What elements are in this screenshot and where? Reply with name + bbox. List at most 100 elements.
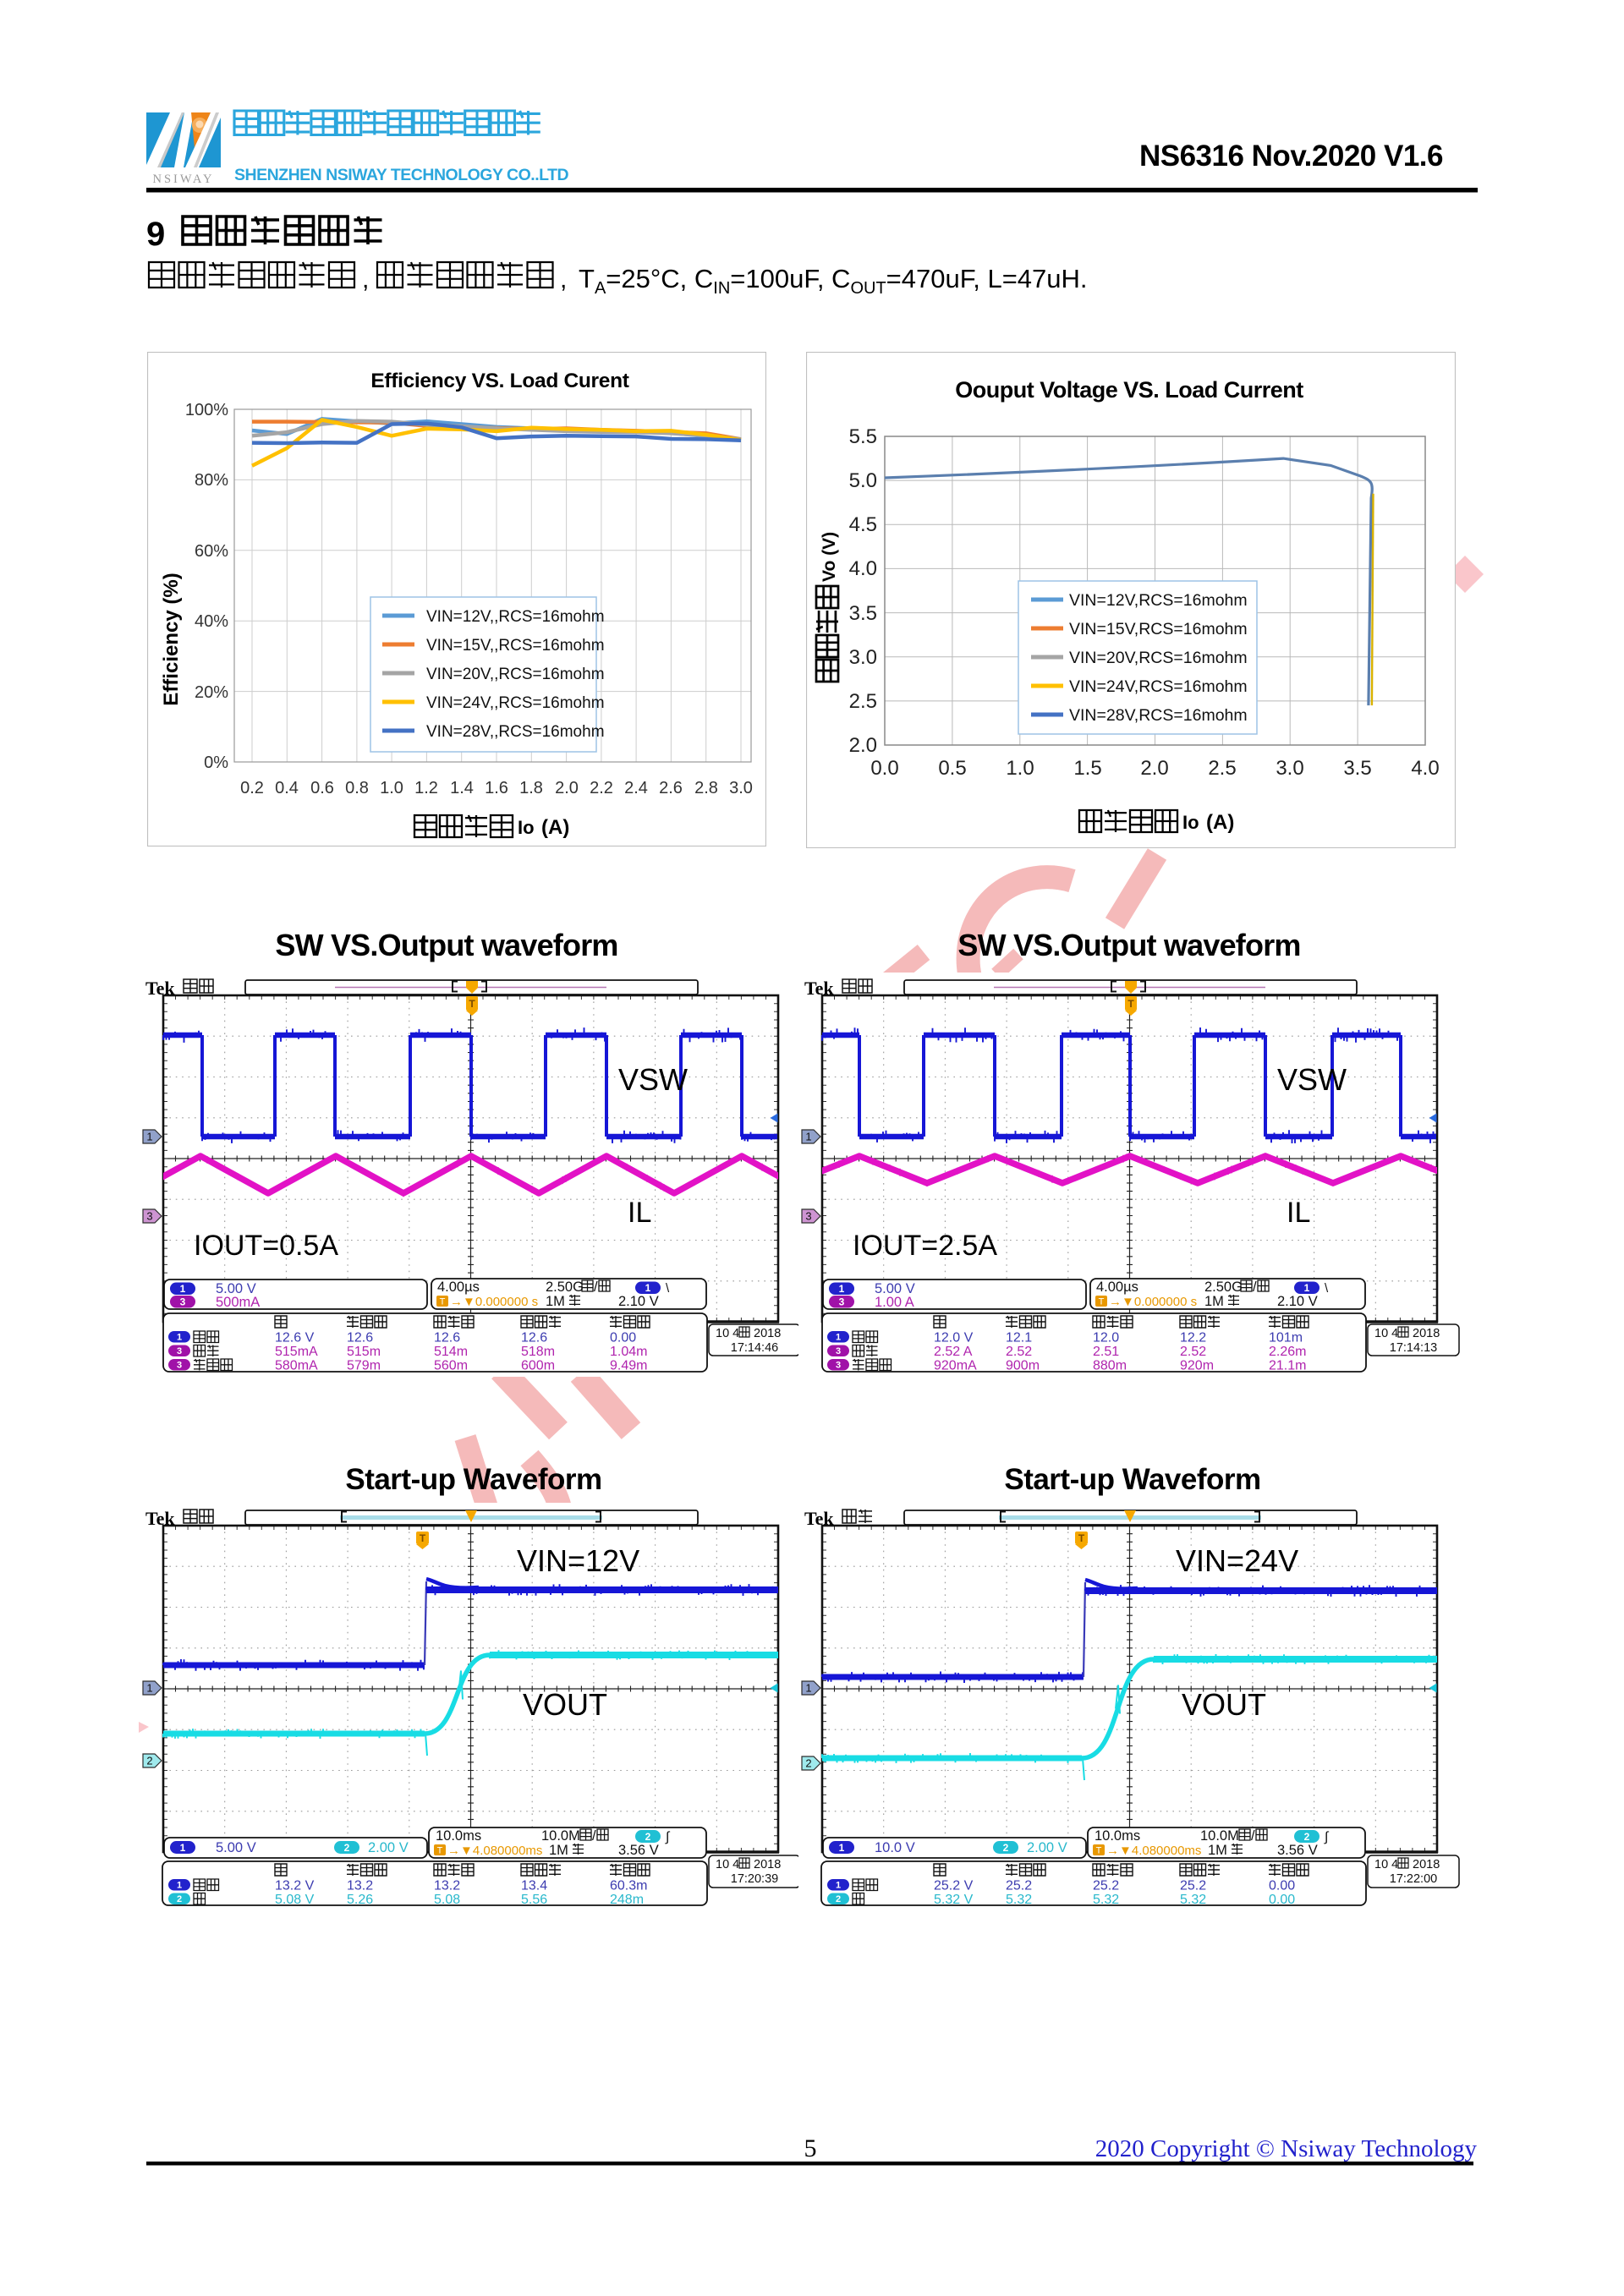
- svg-text:VIN=24V,RCS=16mohm: VIN=24V,RCS=16mohm: [1069, 677, 1248, 696]
- svg-text:13.2 V: 13.2 V: [275, 1879, 315, 1893]
- svg-text:518m: 518m: [521, 1345, 555, 1359]
- svg-text:0.4: 0.4: [275, 779, 299, 797]
- svg-text:0.6: 0.6: [310, 779, 334, 797]
- svg-text:VIN=12V: VIN=12V: [517, 1543, 639, 1578]
- svg-text:5.00 V: 5.00 V: [875, 1281, 915, 1296]
- svg-text:VSW: VSW: [618, 1062, 688, 1097]
- svg-text:1: 1: [177, 1332, 182, 1342]
- svg-text:1M: 1M: [546, 1294, 565, 1309]
- svg-text:/: /: [594, 1280, 598, 1295]
- svg-text:2018: 2018: [754, 1327, 781, 1340]
- svg-text:2: 2: [836, 1894, 841, 1904]
- svg-text:1.8: 1.8: [519, 779, 543, 797]
- svg-text:→▼0.000000 s: →▼0.000000 s: [1109, 1295, 1197, 1309]
- svg-text:3: 3: [177, 1346, 182, 1356]
- svg-text:1: 1: [805, 1682, 811, 1695]
- svg-text:VOUT: VOUT: [1182, 1687, 1266, 1722]
- svg-text:2.26m: 2.26m: [1269, 1345, 1306, 1359]
- svg-text:Vo (V): Vo (V): [820, 532, 839, 582]
- svg-text:2.4: 2.4: [624, 779, 648, 797]
- svg-text:\: \: [666, 1281, 670, 1296]
- svg-text:2.10 V: 2.10 V: [1277, 1294, 1318, 1309]
- svg-text:/: /: [1253, 1280, 1257, 1295]
- svg-text:100%: 100%: [185, 401, 228, 419]
- svg-text:3: 3: [177, 1360, 182, 1370]
- svg-text:→▼0.000000 s: →▼0.000000 s: [450, 1295, 538, 1309]
- svg-text:5.00 V: 5.00 V: [216, 1840, 256, 1855]
- svg-text:10 4: 10 4: [716, 1327, 739, 1340]
- svg-text:10 4: 10 4: [1374, 1327, 1398, 1340]
- svg-text:4.5: 4.5: [849, 513, 877, 536]
- svg-text:2.52 A: 2.52 A: [934, 1345, 973, 1359]
- svg-text:VIN=20V,,RCS=16mohm: VIN=20V,,RCS=16mohm: [426, 666, 605, 683]
- svg-text:3: 3: [836, 1360, 841, 1370]
- svg-text:5.32: 5.32: [1006, 1893, 1032, 1907]
- svg-text:5.00 V: 5.00 V: [216, 1281, 256, 1296]
- svg-text:VIN=12V,,RCS=16mohm: VIN=12V,,RCS=16mohm: [426, 608, 605, 626]
- svg-text:IL: IL: [1287, 1197, 1310, 1229]
- svg-text:10.0ms: 10.0ms: [436, 1828, 481, 1844]
- svg-text:/: /: [1251, 1828, 1255, 1844]
- svg-text:0.00: 0.00: [1269, 1893, 1295, 1907]
- svg-text:3.0: 3.0: [849, 646, 877, 669]
- svg-text:5.5: 5.5: [849, 425, 877, 448]
- svg-text:1.04m: 1.04m: [610, 1345, 647, 1359]
- svg-text:0.8: 0.8: [345, 779, 369, 797]
- svg-text:514m: 514m: [434, 1345, 468, 1359]
- svg-text:20%: 20%: [195, 683, 228, 702]
- svg-text:IOUT=0.5A: IOUT=0.5A: [194, 1230, 338, 1262]
- svg-text:12.2: 12.2: [1180, 1331, 1206, 1345]
- svg-text:/: /: [592, 1828, 596, 1844]
- svg-text:T: T: [440, 1297, 446, 1307]
- svg-text:2.51: 2.51: [1093, 1345, 1119, 1359]
- svg-text:Oouput Voltage VS. Load Curren: Oouput Voltage VS. Load Current: [955, 377, 1303, 403]
- svg-text:1: 1: [146, 1682, 152, 1695]
- svg-text:3.0: 3.0: [729, 779, 753, 797]
- svg-text:2018: 2018: [754, 1858, 781, 1871]
- svg-text:13.4: 13.4: [521, 1879, 547, 1893]
- svg-text:NS6316 Nov.2020 V1.6: NS6316 Nov.2020 V1.6: [1139, 140, 1443, 173]
- svg-text:1.6: 1.6: [485, 779, 508, 797]
- svg-text:T: T: [1096, 1846, 1102, 1856]
- svg-text:0.2: 0.2: [240, 779, 264, 797]
- svg-text:17:14:13: 17:14:13: [1390, 1341, 1437, 1355]
- svg-text:→▼4.080000ms: →▼4.080000ms: [1106, 1844, 1201, 1858]
- svg-text:2018: 2018: [1413, 1327, 1440, 1340]
- svg-text:3.56 V: 3.56 V: [618, 1843, 659, 1858]
- svg-text:2.52: 2.52: [1180, 1345, 1206, 1359]
- svg-text:2.6: 2.6: [659, 779, 683, 797]
- svg-text:17:14:46: 17:14:46: [731, 1341, 778, 1355]
- svg-text:2.5: 2.5: [849, 690, 877, 713]
- svg-text:∫: ∫: [665, 1830, 671, 1844]
- svg-text:VIN=15V,RCS=16mohm: VIN=15V,RCS=16mohm: [1069, 620, 1248, 638]
- svg-text:SHENZHEN NSIWAY TECHNOLOGY CO.: SHENZHEN NSIWAY TECHNOLOGY CO..LTD: [234, 166, 568, 184]
- svg-text:60.3m: 60.3m: [610, 1879, 647, 1893]
- svg-text:12.6: 12.6: [521, 1331, 547, 1345]
- svg-text:3.5: 3.5: [849, 602, 877, 625]
- svg-text:T: T: [1127, 998, 1134, 1010]
- svg-text:2: 2: [146, 1755, 152, 1767]
- svg-text:515mA: 515mA: [275, 1345, 318, 1359]
- svg-text:1: 1: [836, 1332, 841, 1342]
- svg-text:1: 1: [836, 1880, 841, 1890]
- svg-text:NSIWAY: NSIWAY: [152, 173, 214, 185]
- svg-text:1M: 1M: [549, 1843, 568, 1858]
- svg-text:VOUT: VOUT: [523, 1687, 607, 1722]
- svg-text:60%: 60%: [195, 542, 228, 561]
- svg-text:3: 3: [180, 1296, 186, 1307]
- svg-text:920mA: 920mA: [934, 1359, 977, 1373]
- svg-text:5.08: 5.08: [434, 1893, 460, 1907]
- svg-text:5.32: 5.32: [1180, 1893, 1206, 1907]
- svg-text:0%: 0%: [204, 753, 228, 772]
- svg-text:40%: 40%: [195, 612, 228, 631]
- svg-text:12.0: 12.0: [1093, 1331, 1119, 1345]
- svg-text:1: 1: [177, 1880, 182, 1890]
- svg-text:5.32: 5.32: [1093, 1893, 1119, 1907]
- svg-text:,: ,: [362, 266, 369, 293]
- svg-text:0.5: 0.5: [938, 757, 966, 780]
- svg-text:SW VS.Output waveform: SW VS.Output waveform: [957, 928, 1300, 962]
- svg-text:VIN=28V,,RCS=16mohm: VIN=28V,,RCS=16mohm: [426, 723, 605, 741]
- svg-text:1: 1: [180, 1842, 186, 1854]
- svg-text:500mA: 500mA: [216, 1295, 260, 1310]
- svg-text:5.0: 5.0: [849, 469, 877, 492]
